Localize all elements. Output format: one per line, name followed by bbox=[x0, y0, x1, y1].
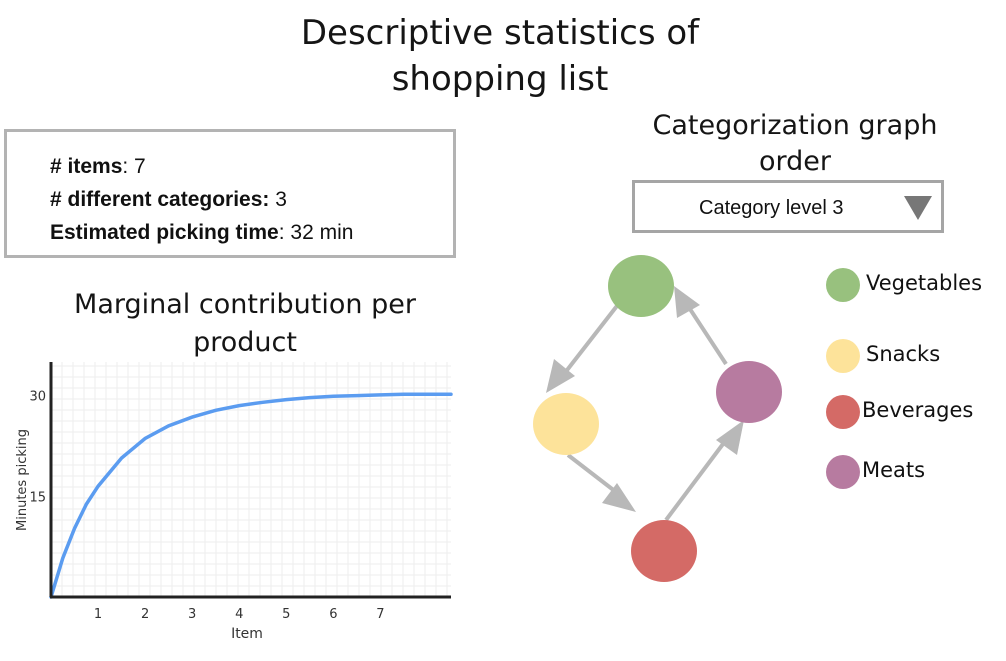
arrowhead-vegetables-snacks bbox=[546, 359, 575, 393]
stat-picking-time-value: : 32 min bbox=[278, 221, 354, 244]
x-tick-label: 7 bbox=[376, 607, 384, 622]
edge-snacks-beverages bbox=[566, 453, 618, 494]
node-meats bbox=[716, 361, 782, 423]
x-tick-label: 2 bbox=[141, 607, 149, 622]
x-tick-label: 5 bbox=[282, 607, 290, 622]
y-tick-label: 15 bbox=[29, 490, 46, 505]
arrowhead-beverages-meats bbox=[716, 420, 744, 455]
x-tick-label: 4 bbox=[235, 607, 243, 622]
chart-grid bbox=[50, 362, 451, 598]
legend-label: Snacks bbox=[866, 342, 941, 366]
node-vegetables bbox=[608, 255, 674, 317]
category-graph bbox=[533, 255, 782, 582]
legend-swatch bbox=[826, 395, 860, 429]
page-title: Descriptive statistics of shopping list bbox=[300, 13, 700, 99]
x-tick-label: 6 bbox=[329, 607, 337, 622]
y-axis-label: Minutes picking bbox=[15, 429, 30, 531]
edge-vegetables-snacks bbox=[562, 300, 622, 376]
stat-categories-value: 3 bbox=[269, 188, 287, 211]
stat-items-value: : 7 bbox=[122, 155, 146, 178]
chevron-down-icon bbox=[904, 196, 932, 220]
edge-meats-vegetables bbox=[686, 304, 728, 366]
x-tick-label: 1 bbox=[94, 607, 102, 622]
legend-label: Meats bbox=[862, 458, 926, 482]
node-beverages bbox=[631, 520, 697, 582]
legend-swatch bbox=[826, 455, 860, 489]
chart-title: Marginal contribution per product bbox=[74, 289, 416, 358]
stat-picking-time: Estimated picking time: 32 min bbox=[50, 216, 453, 249]
stats-box: # items: 7 # different categories: 3 Est… bbox=[4, 129, 456, 258]
y-tick-label: 30 bbox=[29, 390, 46, 405]
arrowhead-meats-vegetables bbox=[674, 286, 700, 318]
stat-categories-label: # different categories: bbox=[50, 188, 270, 211]
marginal-contribution-chart: 1 2 3 4 5 6 7 15 30 Item Minutes picking bbox=[15, 362, 453, 642]
stat-picking-time-label: Estimated picking time bbox=[50, 221, 279, 244]
x-axis-label: Item bbox=[231, 626, 263, 642]
arrowhead-snacks-beverages bbox=[602, 483, 636, 512]
edge-beverages-meats bbox=[664, 438, 728, 522]
series-line bbox=[49, 392, 453, 599]
legend-swatch bbox=[826, 339, 860, 373]
stat-items: # items: 7 bbox=[50, 150, 453, 183]
x-tick-label: 3 bbox=[188, 607, 196, 622]
dropdown-selected-value: Category level 3 bbox=[699, 197, 844, 219]
legend-label: Vegetables bbox=[866, 271, 983, 295]
node-snacks bbox=[533, 393, 599, 455]
stat-items-label: # items bbox=[50, 155, 123, 178]
category-level-dropdown[interactable]: Category level 3 bbox=[632, 180, 944, 233]
legend-swatch bbox=[826, 268, 860, 302]
stat-categories: # different categories: 3 bbox=[50, 183, 453, 216]
legend-label: Beverages bbox=[862, 398, 974, 422]
categorization-graph-title: Categorization graph order bbox=[652, 110, 938, 177]
